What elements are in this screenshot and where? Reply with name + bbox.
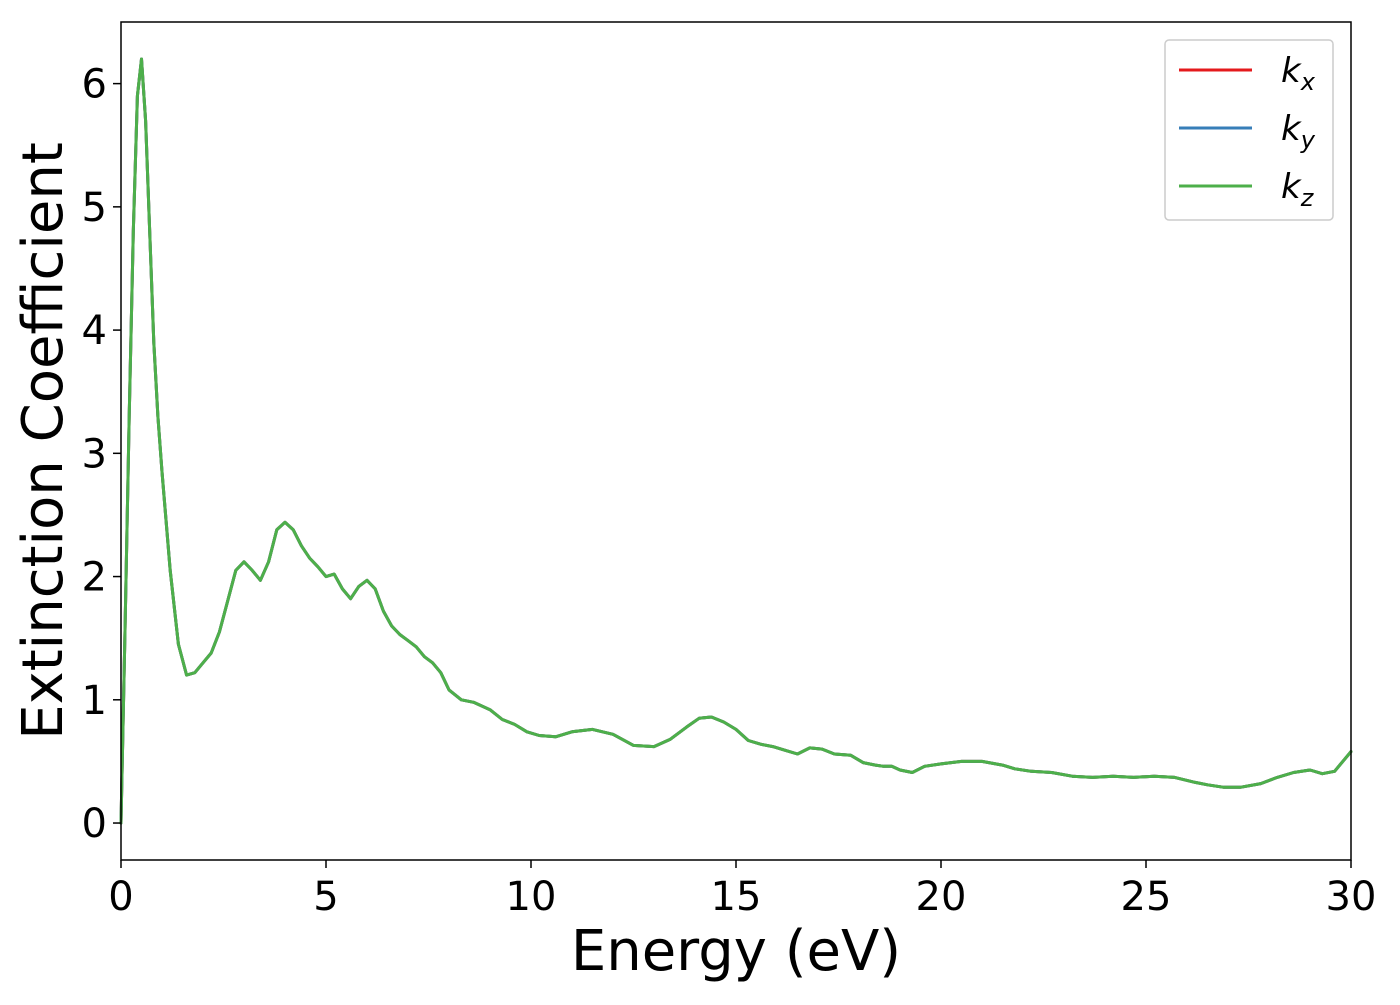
legend-label-subscript: z <box>1300 184 1315 212</box>
x-tick-label: 20 <box>916 874 967 920</box>
y-tick-label: 1 <box>82 678 107 724</box>
x-tick-label: 15 <box>711 874 762 920</box>
y-axis: 0 1 2 3 4 5 6 <box>82 62 121 847</box>
legend-label-subscript: y <box>1300 126 1316 154</box>
legend-frame <box>1164 39 1334 221</box>
y-axis-label: Extinction Coefficient <box>11 142 76 740</box>
y-tick-label: 2 <box>82 555 107 601</box>
series-layer <box>119 57 1353 825</box>
x-axis-label: Energy (eV) <box>571 919 901 984</box>
x-tick-label: 10 <box>506 874 557 920</box>
x-tick-label: 30 <box>1326 874 1377 920</box>
x-tick-label: 5 <box>313 874 338 920</box>
y-tick-label: 5 <box>82 185 107 231</box>
y-tick-label: 3 <box>82 431 107 477</box>
series-line-kz <box>119 57 1353 825</box>
x-tick-label: 0 <box>108 874 133 920</box>
legend-label-kz: kz <box>1281 167 1315 212</box>
legend-label-base: k <box>1281 51 1302 91</box>
legend-label-base: k <box>1281 109 1302 149</box>
legend-label-base: k <box>1281 167 1302 207</box>
legend-label-kx: kx <box>1281 51 1316 96</box>
y-tick-label: 6 <box>82 62 107 108</box>
legend-label-subscript: x <box>1300 68 1316 96</box>
y-tick-label: 4 <box>82 308 107 354</box>
x-tick-label: 25 <box>1121 874 1172 920</box>
legend-label-ky: ky <box>1281 109 1316 154</box>
x-axis: 0 5 10 15 20 25 30 <box>108 860 1376 920</box>
y-tick-label: 0 <box>82 801 107 847</box>
